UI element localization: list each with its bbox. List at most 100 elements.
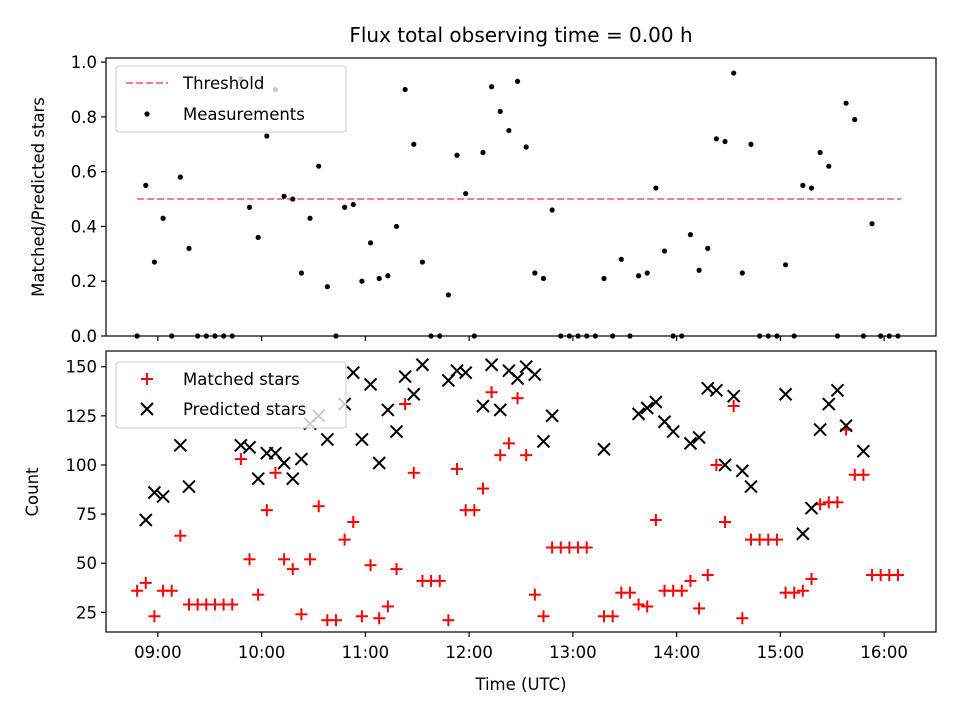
y-tick-label: 0.8 (71, 108, 97, 127)
measurement-point (722, 138, 728, 145)
x-tick-label: 13:00 (549, 643, 597, 662)
predicted-star-point (735, 464, 750, 478)
measurement-point (497, 108, 503, 115)
measurement-point (618, 256, 624, 262)
y-tick-label: 75 (76, 505, 97, 524)
matched-star-point (399, 398, 412, 411)
predicted-star-point (251, 472, 265, 486)
predicted-star-point (718, 458, 732, 472)
predicted-star-point (649, 395, 663, 409)
matched-star-point (252, 588, 265, 601)
measurement-point (817, 149, 823, 156)
matched-star-point (139, 576, 152, 589)
y-tick-label: 1.0 (71, 53, 97, 72)
measurement-point (290, 196, 296, 202)
top-y-axis-label: Matched/Predicted stars (29, 97, 48, 297)
measurement-point (514, 78, 521, 84)
y-tick-label: 0.2 (71, 272, 97, 291)
top-chart-title: Flux total observing time = 0.00 h (349, 23, 692, 47)
measurement-point (402, 86, 408, 93)
matched-star-point (485, 386, 498, 399)
measurement-point (480, 149, 486, 156)
predicted-star-point (355, 432, 369, 447)
predicted-star-point (813, 422, 827, 437)
matched-star-point (520, 449, 533, 462)
predicted-star-point (796, 527, 810, 541)
measurement-point (324, 284, 330, 290)
measurement-point (635, 273, 642, 279)
predicted-star-point (839, 418, 853, 433)
bottom-x-axis: 09:00 10:00 11:00 12:00 13:00 14:00 15:00 16:00 (134, 632, 908, 662)
matched-star-point (632, 598, 645, 611)
predicted-star-point (597, 442, 611, 456)
matched-star-point (286, 563, 299, 576)
y-tick-label: 0.4 (71, 217, 97, 236)
predicted-star-point (294, 452, 309, 466)
measurement-point (367, 240, 374, 246)
matched-star-point (788, 586, 801, 599)
y-tick-label: 0.0 (71, 327, 97, 346)
predicted-star-point (277, 456, 291, 470)
predicted-star-point (536, 434, 551, 449)
measurement-point (601, 275, 607, 282)
measurement-point (523, 144, 529, 150)
measurement-point (489, 84, 495, 90)
bottom-plot-area (131, 358, 904, 627)
bottom-legend: Matched stars Predicted stars (115, 361, 347, 429)
measurement-point (549, 207, 555, 213)
matched-star-point (641, 600, 654, 613)
measurement-point (411, 141, 417, 147)
top-legend: Threshold Measurements (115, 65, 347, 133)
measurement-point (852, 117, 858, 123)
predicted-star-point (156, 489, 170, 504)
y-tick-label: 100 (66, 456, 98, 475)
measurement-point (454, 152, 460, 158)
measurement-point (393, 223, 400, 230)
measurement-point (644, 270, 650, 276)
predicted-star-point (545, 409, 559, 423)
matched-star-point (649, 513, 662, 526)
predicted-star-point (510, 371, 525, 386)
measurement-point (687, 232, 694, 238)
predicted-star-point (320, 432, 335, 447)
predicted-star-point (389, 424, 404, 439)
measurement-point (826, 163, 832, 169)
y-tick-label: 125 (66, 407, 98, 426)
legend-threshold-label: Threshold (182, 74, 264, 93)
matched-star-point (304, 553, 317, 566)
matched-star-point (580, 541, 593, 554)
matched-star-point (891, 569, 904, 582)
predicted-star-point (528, 367, 542, 382)
matched-star-point (502, 437, 515, 450)
measurement-point (298, 270, 304, 276)
matched-star-point (710, 458, 723, 471)
measurement-point (748, 141, 754, 147)
matched-star-point (684, 574, 697, 587)
matched-star-point (243, 553, 256, 566)
measurement-point (246, 204, 253, 210)
measurement-point (731, 70, 737, 76)
predicted-star-point (666, 424, 680, 439)
predicted-star-point (778, 387, 793, 401)
matched-star-point (736, 612, 749, 625)
measurement-point (255, 234, 261, 240)
x-tick-label: 16:00 (860, 643, 908, 662)
predicted-star-point (346, 365, 360, 380)
legend-measurements-label: Measurements (183, 105, 305, 124)
matched-star-point (329, 614, 342, 627)
measurement-point (264, 133, 270, 139)
matched-star-point (295, 608, 308, 621)
matched-star-point (269, 466, 282, 479)
bottom-legend-box (115, 361, 347, 429)
top-plot-area (134, 70, 902, 339)
matched-star-point (312, 500, 325, 513)
predicted-star-point (830, 383, 845, 398)
measurement-point (713, 136, 719, 142)
matched-star-point (727, 400, 740, 413)
matched-star-point (528, 588, 541, 601)
x-tick-label: 10:00 (238, 643, 286, 662)
legend-matched-label: Matched stars (183, 370, 300, 389)
predicted-star-point (709, 383, 724, 398)
predicted-star-point (726, 389, 741, 403)
matched-star-point (278, 553, 291, 566)
